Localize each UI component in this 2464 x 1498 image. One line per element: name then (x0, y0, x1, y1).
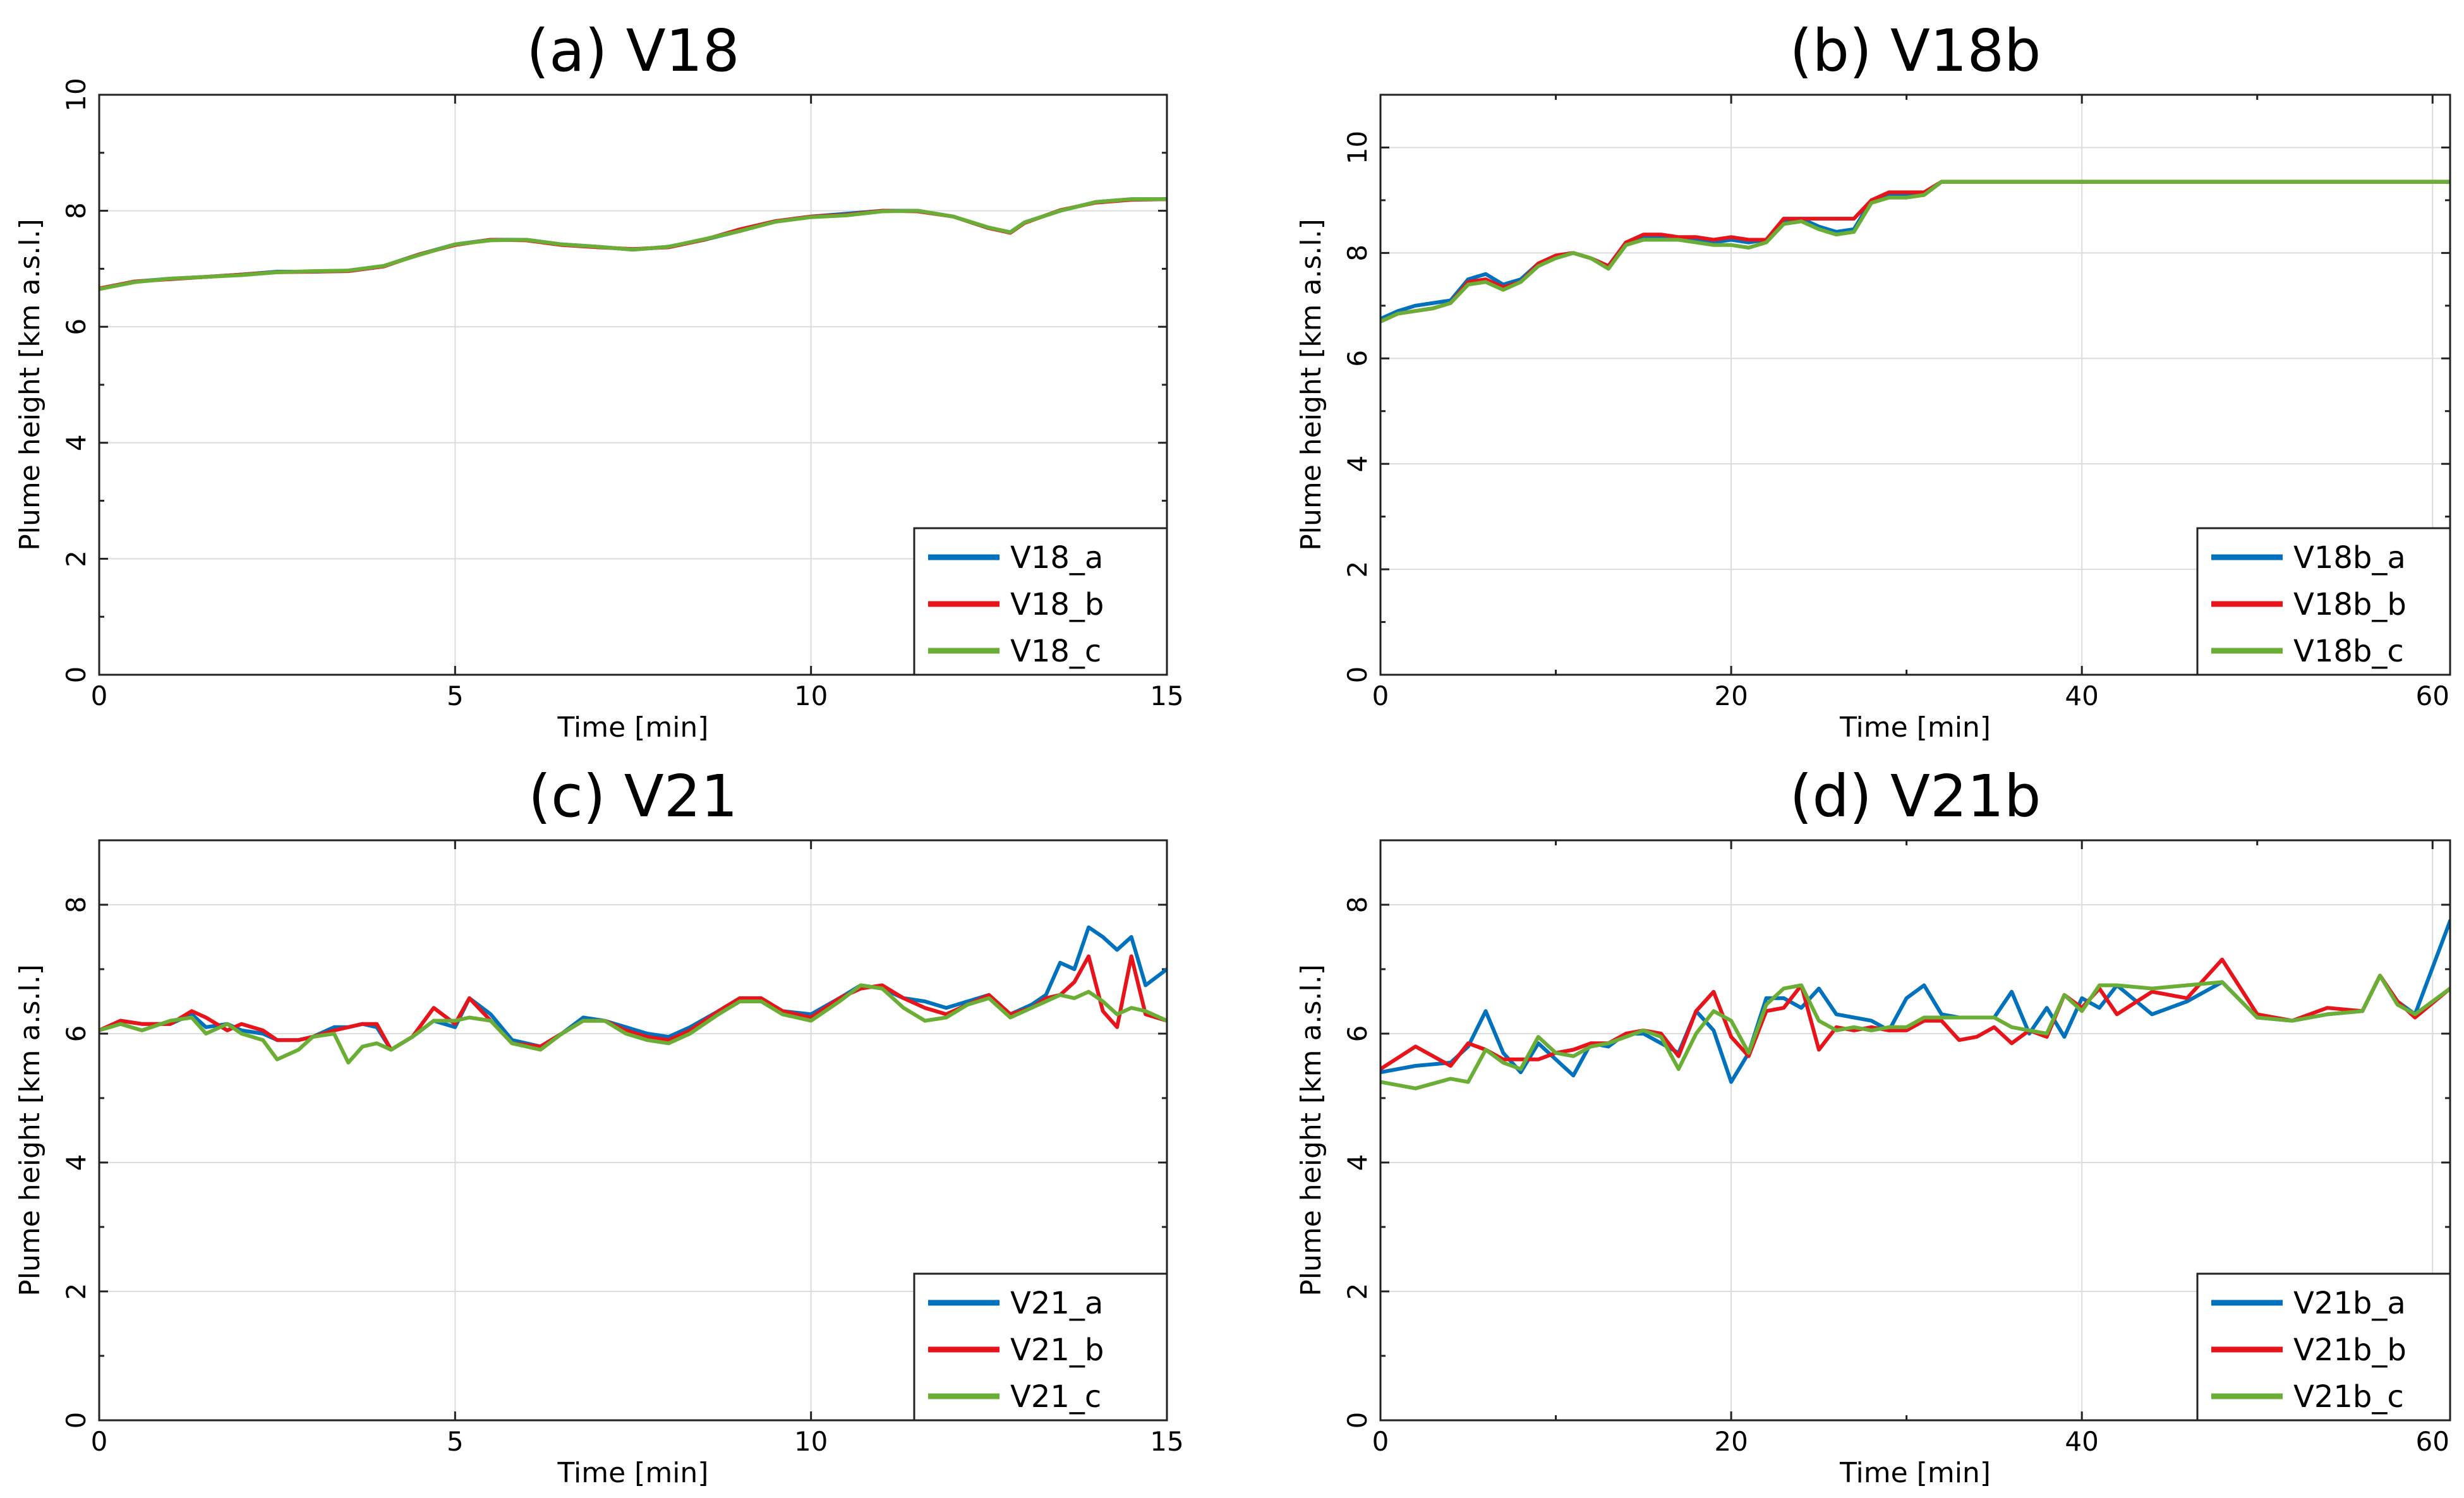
chart-title: (a) V18 (526, 17, 739, 85)
x-tick-label: 5 (447, 1426, 464, 1457)
plot-frame (98, 94, 1168, 676)
x-tick-label: 15 (1150, 1426, 1183, 1457)
series-line-V21_c (99, 983, 1167, 1065)
y-tick-label: 4 (61, 1154, 92, 1171)
y-tick-label: 4 (1342, 456, 1373, 473)
y-tick-label: 8 (61, 897, 92, 914)
y-tick-label: 2 (61, 550, 92, 567)
y-tick-label: 6 (61, 1025, 92, 1042)
x-axis-label: Time [min] (557, 1457, 709, 1489)
y-tick-label: 10 (61, 78, 92, 111)
y-tick-label: 2 (1342, 1283, 1373, 1300)
x-tick-label: 0 (1372, 1426, 1389, 1457)
y-axis-label: Plume height [km a.s.l.] (14, 219, 46, 551)
series-line-V18_c (99, 197, 1167, 291)
x-tick-label: 10 (794, 1426, 828, 1457)
x-tick-label: 60 (2416, 1426, 2449, 1457)
y-axis-label: Plume height [km a.s.l.] (1295, 219, 1327, 551)
x-tick-label: 0 (91, 680, 108, 711)
x-tick-label: 10 (794, 680, 828, 711)
chart-title: (b) V18b (1790, 17, 2041, 85)
x-tick-label: 40 (2065, 680, 2098, 711)
y-tick-label: 2 (61, 1283, 92, 1300)
legend-label: V18_a (1010, 540, 1103, 576)
x-tick-label: 20 (1714, 1426, 1748, 1457)
legend-label: V18_b (1010, 587, 1104, 622)
y-tick-label: 6 (1342, 1025, 1373, 1042)
chart-panel-a: 0 5 10 15 0 2 4 6 8 10 (a) V18 Time [min] Plume heig… (14, 17, 1184, 744)
y-tick-label: 10 (1342, 131, 1373, 164)
plot-frame (1379, 839, 2451, 1422)
chart-panel-c: 0 5 10 15 0 2 4 6 8 (c) V21 Time [min] Plume height… (14, 763, 1184, 1489)
chart-panel-d: 0 20 40 60 0 2 4 6 8 (d) V21b Time [min] Plume heig… (1295, 763, 2451, 1489)
x-tick-label: 20 (1714, 680, 1748, 711)
legend: V18b_a V18b_b V18b_c (2196, 527, 2451, 676)
y-tick-label: 8 (1342, 897, 1373, 914)
x-tick-label: 0 (1372, 680, 1389, 711)
y-tick-label: 6 (1342, 350, 1373, 367)
chart-title: (c) V21 (528, 763, 738, 830)
legend-label: V18b_c (2293, 634, 2404, 669)
y-tick-label: 0 (1342, 667, 1373, 684)
chart-title: (d) V21b (1790, 763, 2041, 830)
x-tick-label: 0 (91, 1426, 108, 1457)
legend-label: V21_c (1010, 1379, 1101, 1415)
y-tick-label: 4 (1342, 1154, 1373, 1171)
legend: V21_a V21_b V21_c (913, 1272, 1168, 1422)
series-line-V21b_a (1380, 919, 2450, 1084)
y-tick-label: 0 (61, 667, 92, 684)
legend-label: V21_b (1010, 1332, 1104, 1368)
plot-frame (98, 839, 1168, 1422)
legend-label: V18_c (1010, 634, 1101, 669)
y-tick-label: 0 (61, 1412, 92, 1429)
legend-label: V18b_a (2293, 540, 2406, 576)
series-line-V18b_b (1380, 179, 2450, 323)
x-tick-label: 60 (2416, 680, 2449, 711)
x-axis-label: Time [min] (1839, 711, 1991, 744)
legend-label: V18b_b (2293, 587, 2407, 622)
x-axis-label: Time [min] (557, 711, 709, 744)
y-tick-label: 4 (61, 434, 92, 451)
legend-label: V21b_c (2293, 1379, 2404, 1415)
y-axis-label: Plume height [km a.s.l.] (14, 964, 46, 1296)
chart-panel-b: 0 20 40 60 0 2 4 6 8 10 (b) V18b Time [min] Plume he… (1295, 17, 2451, 744)
legend-label: V21_a (1010, 1286, 1103, 1321)
y-axis-label: Plume height [km a.s.l.] (1295, 964, 1327, 1296)
legend-label: V21b_b (2293, 1332, 2407, 1368)
y-tick-label: 8 (61, 202, 92, 219)
legend: V21b_a V21b_b V21b_c (2196, 1272, 2451, 1422)
legend-label: V21b_a (2293, 1286, 2406, 1321)
x-tick-label: 40 (2065, 1426, 2098, 1457)
x-axis-label: Time [min] (1839, 1457, 1991, 1489)
series-line-V21b_c (1380, 974, 2450, 1090)
y-tick-label: 6 (61, 318, 92, 335)
y-tick-label: 8 (1342, 245, 1373, 262)
y-tick-label: 0 (1342, 1412, 1373, 1429)
plot-frame (1379, 94, 2451, 676)
legend: V18_a V18_b V18_c (913, 527, 1168, 676)
x-tick-label: 5 (447, 680, 464, 711)
series-line-V18b_c (1380, 179, 2450, 323)
y-tick-label: 2 (1342, 561, 1373, 578)
x-tick-label: 15 (1150, 680, 1183, 711)
